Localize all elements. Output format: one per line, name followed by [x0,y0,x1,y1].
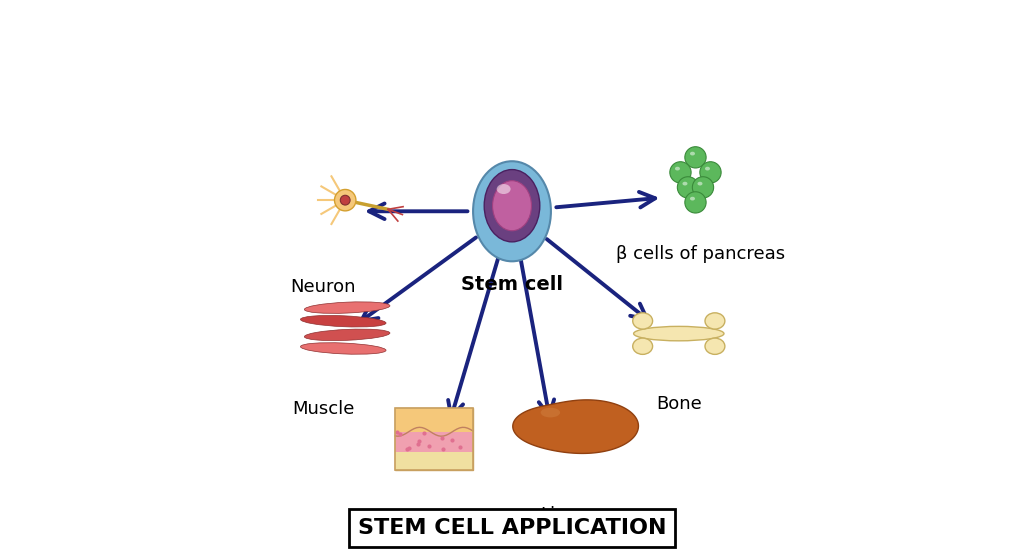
Ellipse shape [300,315,386,327]
Ellipse shape [484,170,540,242]
Ellipse shape [692,177,714,198]
Ellipse shape [493,181,531,231]
Ellipse shape [705,167,710,171]
Text: Stem cell: Stem cell [461,275,563,294]
Text: Skin: Skin [415,512,454,529]
FancyBboxPatch shape [395,408,473,470]
Ellipse shape [705,313,725,329]
Ellipse shape [705,338,725,354]
Ellipse shape [685,192,707,213]
Ellipse shape [541,408,560,418]
Text: Muscle: Muscle [292,400,354,418]
FancyBboxPatch shape [395,451,473,470]
Ellipse shape [697,182,702,186]
Polygon shape [513,400,638,454]
Ellipse shape [670,162,691,183]
Ellipse shape [677,177,698,198]
FancyBboxPatch shape [395,408,473,432]
Ellipse shape [633,313,652,329]
Ellipse shape [634,326,724,341]
Ellipse shape [675,167,680,171]
Text: Bone: Bone [656,395,701,413]
Ellipse shape [699,162,721,183]
Ellipse shape [690,197,695,201]
Ellipse shape [690,152,695,156]
Ellipse shape [304,302,390,314]
Text: β cells of pancreas: β cells of pancreas [616,245,785,262]
Ellipse shape [473,161,551,261]
Ellipse shape [304,329,390,341]
Ellipse shape [633,338,652,354]
Ellipse shape [335,190,356,211]
Text: Liver: Liver [540,506,585,524]
Text: STEM CELL APPLICATION: STEM CELL APPLICATION [357,518,667,538]
Ellipse shape [685,147,707,168]
Text: Neuron: Neuron [290,278,355,296]
Ellipse shape [682,182,687,186]
FancyBboxPatch shape [395,432,473,451]
Ellipse shape [497,184,511,194]
Ellipse shape [340,195,350,205]
Ellipse shape [300,342,386,354]
